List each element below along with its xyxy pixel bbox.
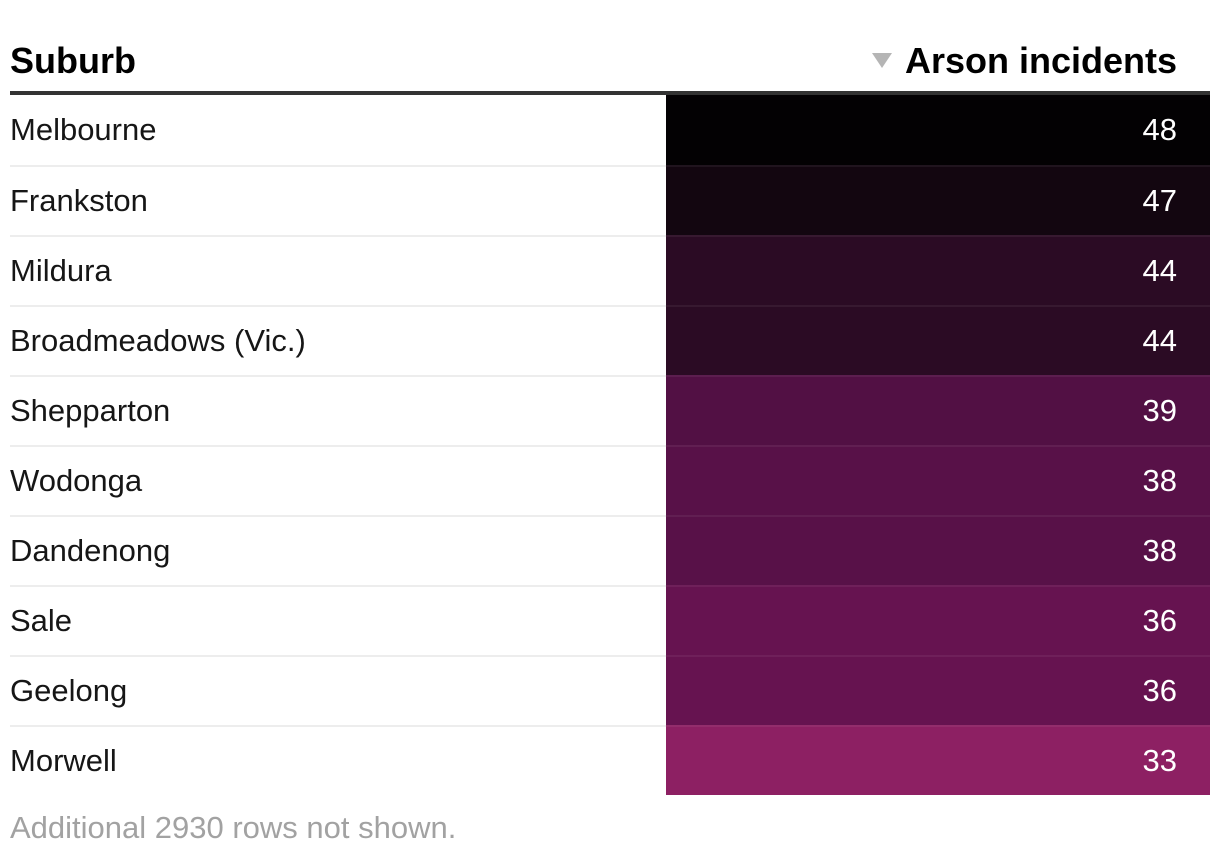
table-header-row: Suburb Arson incidents [10,0,1210,95]
suburb-cell: Frankston [10,165,666,235]
suburb-cell: Mildura [10,235,666,305]
value-cell: 38 [666,515,1210,585]
suburb-cell: Melbourne [10,112,157,147]
table-row: Melbourne 48 [10,95,1210,165]
suburb-cell: Dandenong [10,515,666,585]
table-row: Broadmeadows (Vic.) 44 [10,305,1210,375]
suburb-cell: Sale [10,585,666,655]
sort-descending-icon [871,52,892,68]
column-header-arson-incidents[interactable]: Arson incidents [666,43,1210,79]
table-row: Shepparton 39 [10,375,1210,445]
arson-incidents-table: Suburb Arson incidents Melbourne 48 Fran… [10,0,1210,795]
column-header-arson-incidents-label: Arson incidents [904,40,1177,81]
value-cell: 33 [666,725,1210,795]
table-row: Geelong 36 [10,655,1210,725]
value-cell: 44 [666,235,1210,305]
value-cell: 36 [666,585,1210,655]
table-row: Morwell 33 [10,725,1210,795]
additional-rows-note: Additional 2930 rows not shown. [10,810,457,845]
suburb-cell: Shepparton [10,375,666,445]
table-row: Sale 36 [10,585,1210,655]
column-header-suburb[interactable]: Suburb [10,40,136,81]
table-row: Frankston 47 [10,165,1210,235]
value-cell: 39 [666,375,1210,445]
table-row: Mildura 44 [10,235,1210,305]
table-row: Wodonga 38 [10,445,1210,515]
value-cell: 44 [666,305,1210,375]
value-cell: 48 [666,95,1210,165]
value-cell: 47 [666,165,1210,235]
suburb-cell: Geelong [10,655,666,725]
suburb-cell: Morwell [10,725,666,795]
suburb-cell: Wodonga [10,445,666,515]
suburb-cell: Broadmeadows (Vic.) [10,305,666,375]
table-row: Dandenong 38 [10,515,1210,585]
value-cell: 38 [666,445,1210,515]
value-cell: 36 [666,655,1210,725]
